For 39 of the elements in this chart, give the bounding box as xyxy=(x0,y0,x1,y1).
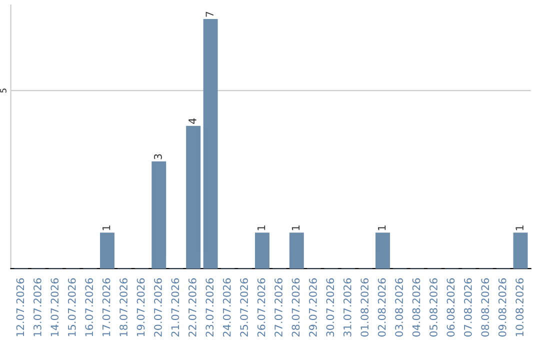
x-tick-label: 07.08.2026 xyxy=(464,278,472,337)
x-tick-label: 06.08.2026 xyxy=(446,278,455,337)
data-label: 1 xyxy=(102,226,110,230)
x-tick-label: 23.07.2026 xyxy=(206,278,214,337)
x-tick-label: 05.08.2026 xyxy=(430,278,438,337)
x-tick-label: 10.08.2026 xyxy=(516,278,524,336)
x-tick-label: 31.07.2026 xyxy=(343,278,352,336)
x-tick-label: 25.07.2026 xyxy=(240,278,248,337)
x-tick-label: 24.07.2026 xyxy=(222,278,231,337)
x-tick-label: 04.08.2026 xyxy=(412,278,420,337)
x-tick-label: 12.07.2026 xyxy=(16,278,24,336)
data-label: 1 xyxy=(378,226,386,230)
x-tick-label: 20.07.2026 xyxy=(154,278,162,337)
data-label: 4 xyxy=(188,118,196,124)
x-tick-label: 03.08.2026 xyxy=(395,278,403,337)
x-tick-label: 09.08.2026 xyxy=(498,278,506,337)
x-tick-label: 13.07.2026 xyxy=(33,278,42,336)
data-label: 1 xyxy=(257,226,266,230)
x-tick-label: 15.07.2026 xyxy=(68,278,76,336)
x-tick-label: 27.07.2026 xyxy=(274,278,282,337)
x-tick-label: 02.08.2026 xyxy=(378,278,386,337)
x-tick-label: 18.07.2026 xyxy=(120,278,128,336)
x-tick-label: 14.07.2026 xyxy=(50,278,59,336)
data-label: 1 xyxy=(516,226,524,230)
x-tick-label: 16.07.2026 xyxy=(85,278,94,336)
x-tick-label: 01.08.2026 xyxy=(360,278,369,337)
x-tick-label: 26.07.2026 xyxy=(257,278,266,337)
x-tick-label: 22.07.2026 xyxy=(188,278,196,337)
x-tick-label: 19.07.2026 xyxy=(136,278,145,336)
data-label: 7 xyxy=(206,12,214,17)
x-tick-label: 21.07.2026 xyxy=(171,278,180,337)
data-label: 3 xyxy=(154,154,162,160)
x-tick-label: 29.07.2026 xyxy=(309,278,317,337)
x-tick-label: 17.07.2026 xyxy=(102,278,110,336)
x-tick-label: 08.08.2026 xyxy=(481,278,490,337)
data-label: 1 xyxy=(292,226,300,230)
x-tick-label: 30.07.2026 xyxy=(326,278,334,336)
x-tick-label: 28.07.2026 xyxy=(292,278,300,337)
y-tick-label: 5 xyxy=(0,88,6,93)
